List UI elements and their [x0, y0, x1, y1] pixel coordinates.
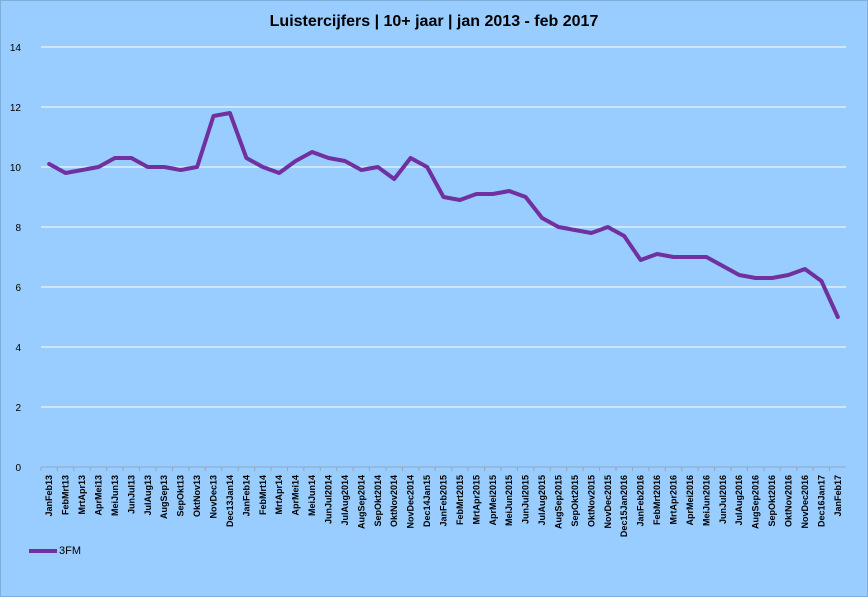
x-tick-label: MrtApr2015	[471, 475, 481, 525]
series-lines	[47, 111, 840, 319]
x-tick-label: JanFeb13	[44, 475, 54, 517]
x-tick-label: JunJul13	[126, 475, 136, 514]
x-tick-label: JanFeb17	[833, 475, 843, 517]
legend-swatch-3fm	[29, 549, 57, 553]
x-tick-label: NovDec2016	[800, 475, 810, 529]
x-tick-label: AprMei2016	[685, 475, 695, 526]
x-tick-label: AugSep13	[159, 475, 169, 519]
y-tick-label: 10	[10, 163, 22, 174]
chart-title: Luistercijfers | 10+ jaar | jan 2013 - f…	[269, 13, 599, 30]
x-tick-label: Dec15Jan2016	[619, 475, 629, 537]
x-tick-label: OktNov2016	[784, 475, 794, 527]
x-tick-label: SepOkt13	[176, 475, 186, 517]
x-tick-label: OktNov13	[192, 475, 202, 517]
x-tick-label: NovDec2014	[406, 475, 416, 529]
x-tick-label: AugSep2016	[751, 475, 761, 529]
x-tick-label: FebMrt14	[258, 475, 268, 515]
gridlines	[41, 46, 846, 468]
x-tick-label: FebMrt13	[61, 475, 71, 515]
x-tick-label: JulAug2014	[340, 475, 350, 526]
x-tick-label: MeiJun2015	[504, 475, 514, 526]
x-tick-label: FebMrt2016	[652, 475, 662, 525]
x-tick-label: Dec14Jan15	[422, 475, 432, 527]
x-tick-label: JunJul2015	[521, 475, 531, 524]
x-tick-label: JunJul2014	[324, 475, 334, 524]
x-tick-label: AprMei2015	[488, 475, 498, 526]
x-tick-label: MrtApr13	[77, 475, 87, 515]
x-tick-label: MeiJun2016	[701, 475, 711, 526]
legend-label-3fm: 3FM	[59, 545, 81, 557]
x-tick-label: AprMei14	[291, 475, 301, 516]
x-tick-label: NovDec13	[209, 475, 219, 519]
x-tick-label: JulAug2015	[537, 475, 547, 526]
y-tick-label: 0	[15, 463, 21, 474]
x-tick-label: AprMei13	[94, 475, 104, 516]
x-tick-label: JanFeb14	[241, 475, 251, 517]
x-tick-label: NovDec2015	[603, 475, 613, 529]
x-tick-label: OktNov2014	[389, 475, 399, 527]
x-tick-label: JanFeb2015	[439, 475, 449, 527]
x-tick-label: Dec16Jan17	[816, 475, 826, 527]
x-tick-label: SepOkt2015	[570, 475, 580, 527]
x-tick-label: FebMrt2015	[455, 475, 465, 525]
x-axis: JanFeb13 FebMrt13 MrtApr13 AprMei13 MeiJun13…	[40, 467, 843, 537]
y-tick-label: 2	[15, 403, 21, 414]
x-tick-label: JanFeb2016	[636, 475, 646, 527]
y-axis: 0 2 4 6 8 10 12 14	[10, 43, 22, 474]
y-tick-label: 6	[15, 283, 21, 294]
y-tick-label: 4	[15, 343, 21, 354]
x-tick-label: JulAug13	[143, 475, 153, 516]
legend: 3FM	[29, 545, 81, 557]
series-line-3fm	[47, 111, 840, 319]
x-tick-label: JulAug2016	[734, 475, 744, 526]
x-tick-label: SepOkt2014	[373, 475, 383, 527]
x-tick-label: MrtApr2016	[669, 475, 679, 525]
x-tick-label: AugSep2015	[554, 475, 564, 529]
y-tick-label: 8	[15, 223, 21, 234]
x-tick-label: SepOkt2016	[767, 475, 777, 527]
x-tick-label: Dec13Jan14	[225, 475, 235, 527]
y-tick-label: 12	[10, 103, 22, 114]
x-tick-label: MeiJun14	[307, 475, 317, 516]
x-tick-label: AugSep2014	[356, 475, 366, 529]
x-tick-label: JunJul2016	[718, 475, 728, 524]
x-tick-label: MeiJun13	[110, 475, 120, 516]
y-tick-label: 14	[10, 43, 22, 54]
x-tick-label: OktNov2015	[586, 475, 596, 527]
x-tick-label: MrtApr14	[274, 475, 284, 515]
